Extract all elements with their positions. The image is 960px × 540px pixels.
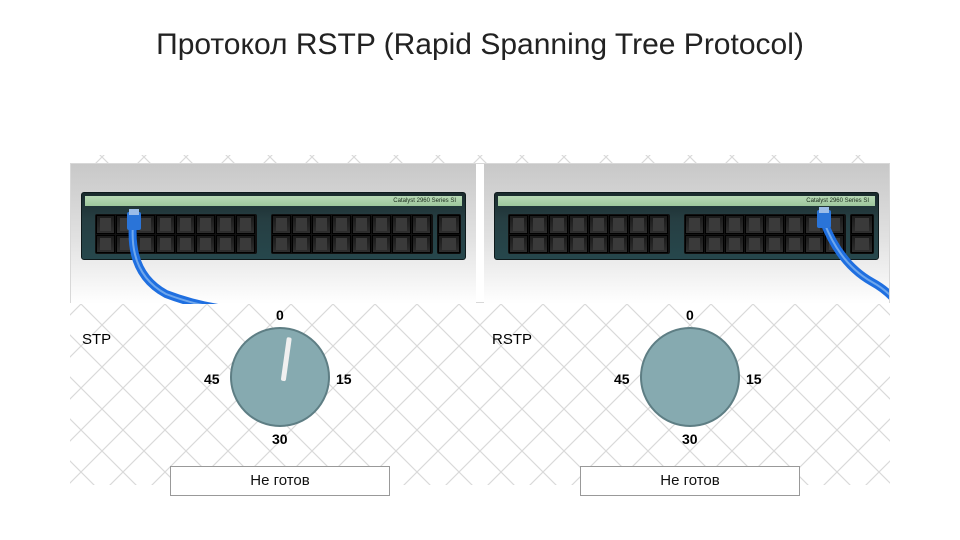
ethernet-port (765, 215, 784, 234)
rstp-panel: RSTP 0 15 30 45 Не готов (480, 315, 890, 480)
ethernet-port (176, 215, 195, 234)
tick-0: 0 (276, 307, 284, 323)
status-box: Не готов (170, 466, 390, 496)
ethernet-port (292, 235, 311, 254)
ethernet-port (412, 215, 431, 234)
stp-panel: STP 0 15 30 45 Не готов (70, 315, 480, 480)
clock-widget: 0 15 30 45 (610, 307, 770, 467)
ethernet-port (589, 215, 608, 234)
ethernet-port (392, 235, 411, 254)
ethernet-port (412, 235, 431, 254)
ethernet-port (332, 235, 351, 254)
ethernet-port (705, 215, 724, 234)
ethernet-port (529, 235, 548, 254)
ethernet-port (569, 215, 588, 234)
ethernet-port (372, 215, 391, 234)
port-block (271, 214, 433, 254)
tick-30: 30 (272, 431, 288, 447)
ethernet-port (509, 215, 528, 234)
ethernet-port (685, 215, 704, 234)
ethernet-port (745, 235, 764, 254)
ethernet-port (392, 215, 411, 234)
ethernet-port (549, 215, 568, 234)
switch-right: Catalyst 2960 Series SI (484, 164, 889, 304)
ethernet-port (629, 215, 648, 234)
tick-15: 15 (336, 371, 352, 387)
ethernet-port (725, 215, 744, 234)
ethernet-port (649, 235, 668, 254)
ethernet-port (332, 215, 351, 234)
ethernet-port (196, 235, 215, 254)
switch-left: Catalyst 2960 Series SI (71, 164, 476, 304)
ethernet-port (685, 235, 704, 254)
uplink-ports (437, 214, 461, 254)
ethernet-port (156, 215, 175, 234)
ethernet-port (529, 215, 548, 234)
ethernet-port (785, 235, 804, 254)
ethernet-port (589, 235, 608, 254)
diagram-area: Catalyst 2960 Series SI Catalyst 2960 Se… (70, 155, 890, 485)
ethernet-port (292, 215, 311, 234)
switch-model-label: Catalyst 2960 Series SI (85, 196, 462, 206)
uplink-ports (850, 214, 874, 254)
ethernet-port (372, 235, 391, 254)
ethernet-port (825, 215, 844, 234)
port-block (684, 214, 846, 254)
ethernet-port (745, 215, 764, 234)
ethernet-port (96, 235, 115, 254)
ethernet-port (549, 235, 568, 254)
ethernet-port (176, 235, 195, 254)
ethernet-port (629, 235, 648, 254)
tick-45: 45 (204, 371, 220, 387)
ethernet-port (725, 235, 744, 254)
ethernet-port (609, 235, 628, 254)
ethernet-port (312, 235, 331, 254)
ethernet-port (116, 215, 135, 234)
switch-row: Catalyst 2960 Series SI Catalyst 2960 Se… (70, 163, 890, 303)
ethernet-port (236, 215, 255, 234)
tick-45: 45 (614, 371, 630, 387)
clock-widget: 0 15 30 45 (200, 307, 360, 467)
ethernet-port (272, 235, 291, 254)
ethernet-port (509, 235, 528, 254)
ethernet-port (312, 215, 331, 234)
ethernet-port (805, 215, 824, 234)
ethernet-port (805, 235, 824, 254)
port-block (95, 214, 257, 254)
ethernet-port (272, 215, 291, 234)
ethernet-port (96, 215, 115, 234)
ethernet-port (785, 215, 804, 234)
ethernet-port (352, 235, 371, 254)
ethernet-port (765, 235, 784, 254)
ethernet-port (196, 215, 215, 234)
slide-title: Протокол RSTP (Rapid Spanning Tree Proto… (0, 28, 960, 62)
ethernet-port (136, 215, 155, 234)
tick-30: 30 (682, 431, 698, 447)
ethernet-port (116, 235, 135, 254)
tick-0: 0 (686, 307, 694, 323)
ethernet-port (236, 235, 255, 254)
ethernet-port (216, 215, 235, 234)
tick-15: 15 (746, 371, 762, 387)
ethernet-port (136, 235, 155, 254)
ethernet-port (609, 215, 628, 234)
ethernet-port (569, 235, 588, 254)
ethernet-port (352, 215, 371, 234)
ethernet-port (649, 215, 668, 234)
ethernet-port (156, 235, 175, 254)
status-box: Не готов (580, 466, 800, 496)
protocol-label: STP (82, 331, 111, 348)
ethernet-port (705, 235, 724, 254)
protocol-label: RSTP (492, 331, 532, 348)
switch-model-label: Catalyst 2960 Series SI (498, 196, 875, 206)
ethernet-port (216, 235, 235, 254)
ethernet-port (825, 235, 844, 254)
port-block (508, 214, 670, 254)
